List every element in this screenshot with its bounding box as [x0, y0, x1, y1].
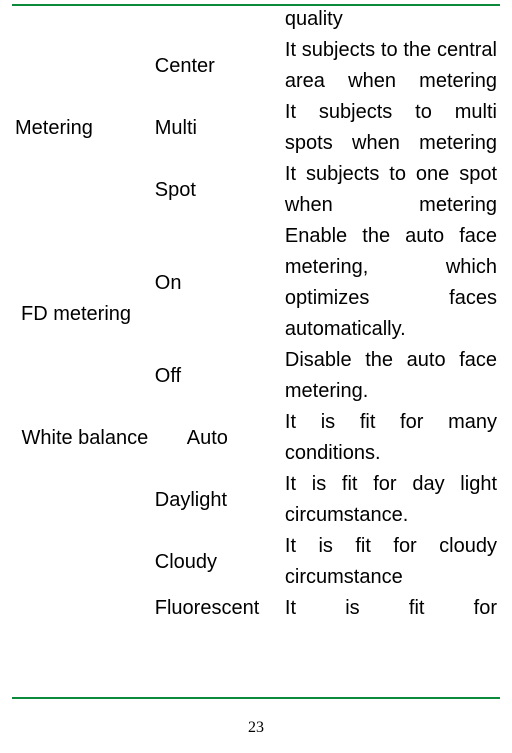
category-cell — [15, 469, 155, 531]
option-cell: Center — [155, 35, 285, 97]
option-cell: Off — [155, 345, 285, 407]
bottom-rule — [12, 697, 500, 699]
description-cell: It subjects to one spot when metering — [285, 159, 497, 221]
settings-table: quality MeteringCenterIt subjects to the… — [15, 4, 497, 624]
option-cell: Cloudy — [155, 531, 285, 593]
option-cell: Multi — [155, 97, 285, 159]
table-row: FluorescentIt is fit for — [15, 593, 497, 624]
table-row: White balanceAutoIt is fit for many cond… — [15, 407, 497, 469]
option-cell: On — [155, 221, 285, 345]
description-cell: It subjects to the central area when met… — [285, 35, 497, 97]
description-cell: Enable the auto face metering, which opt… — [285, 221, 497, 345]
category-cell — [15, 4, 155, 35]
description-cell: Disable the auto face metering. — [285, 345, 497, 407]
option-cell — [155, 4, 285, 35]
description-cell: It is fit for day light circumstance. — [285, 469, 497, 531]
description-cell: It is fit for cloudy circumstance — [285, 531, 497, 593]
category-cell: White balance — [15, 407, 155, 469]
category-cell — [15, 593, 155, 624]
table-row: quality — [15, 4, 497, 35]
table-row: DaylightIt is fit for day light circumst… — [15, 469, 497, 531]
option-cell: Daylight — [155, 469, 285, 531]
page-content: quality MeteringCenterIt subjects to the… — [15, 4, 497, 697]
category-cell: FD metering — [15, 221, 155, 407]
description-cell: quality — [285, 4, 497, 35]
option-cell: Auto — [155, 407, 285, 469]
description-cell: It subjects to multi spots when metering — [285, 97, 497, 159]
option-cell: Fluorescent — [155, 593, 285, 624]
table-row: CloudyIt is fit for cloudy circumstance — [15, 531, 497, 593]
description-cell: It is fit for — [285, 593, 497, 624]
description-cell: It is fit for many conditions. — [285, 407, 497, 469]
page-number: 23 — [0, 719, 512, 737]
option-cell: Spot — [155, 159, 285, 221]
category-cell — [15, 531, 155, 593]
category-cell: Metering — [15, 35, 155, 221]
table-row: MeteringCenterIt subjects to the central… — [15, 35, 497, 97]
table-row: FD meteringOnEnable the auto face meteri… — [15, 221, 497, 345]
